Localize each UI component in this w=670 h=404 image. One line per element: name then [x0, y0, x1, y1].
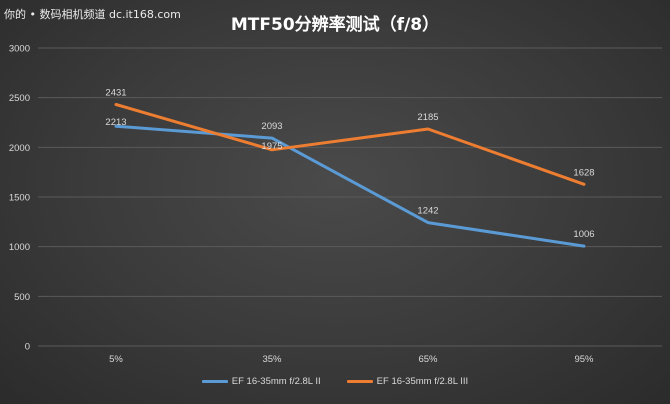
y-tick-label: 1500 — [9, 193, 30, 204]
y-tick-label: 3000 — [9, 44, 30, 55]
grid-lines — [38, 47, 662, 347]
legend-swatch-series-2 — [346, 380, 373, 383]
watermark: 你的 • 数码相机频道 dc.it168.com — [4, 8, 181, 21]
y-tick-label: 2000 — [9, 143, 30, 154]
y-tick-label: 0 — [25, 342, 30, 353]
data-label: 2093 — [261, 121, 282, 132]
y-axis-ticks: 0 500 1000 1500 2000 2500 3000 — [9, 44, 30, 353]
data-labels: 2213 2093 1242 1006 2431 1975 2185 1628 — [105, 88, 594, 241]
series-line-2 — [114, 103, 586, 186]
legend-item-series-1[interactable]: EF 16-35mm f/2.8L II — [201, 376, 321, 387]
legend: EF 16-35mm f/2.8L II EF 16-35mm f/2.8L I… — [0, 376, 670, 387]
y-tick-label: 500 — [14, 292, 30, 303]
x-tick-label: 35% — [262, 354, 282, 365]
series-lines — [114, 103, 586, 248]
data-label: 1006 — [573, 229, 594, 240]
x-tick-label: 5% — [109, 354, 123, 365]
chart-title: MTF50分辨率测试（f/8） — [230, 15, 440, 35]
data-label: 1628 — [573, 167, 594, 178]
legend-label-series-2: EF 16-35mm f/2.8L III — [376, 376, 469, 387]
data-label: 2431 — [105, 88, 126, 99]
x-tick-label: 95% — [574, 354, 594, 365]
data-label: 2213 — [105, 117, 126, 128]
x-axis-ticks: 5% 35% 65% 95% — [109, 354, 594, 365]
x-tick-label: 65% — [418, 354, 438, 365]
series-line-1 — [114, 124, 586, 248]
y-tick-label: 1000 — [9, 242, 30, 253]
data-label: 1242 — [417, 206, 438, 217]
legend-item-series-2[interactable]: EF 16-35mm f/2.8L III — [346, 376, 469, 387]
legend-swatch-series-1 — [201, 380, 228, 383]
y-tick-label: 2500 — [9, 93, 30, 104]
data-label: 2185 — [417, 112, 438, 123]
legend-label-series-1: EF 16-35mm f/2.8L II — [231, 376, 321, 387]
data-label: 1975 — [261, 141, 282, 152]
